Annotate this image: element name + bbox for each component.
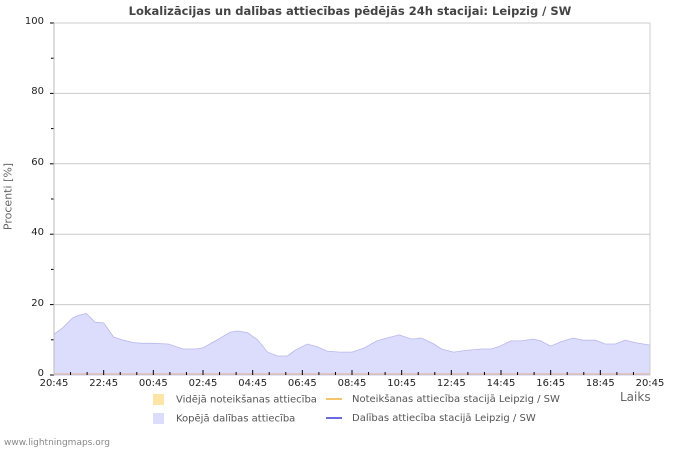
x-tick-label: 00:45 (138, 378, 168, 389)
y-tick-label: 60 (31, 156, 44, 168)
x-tick-label: 20:45 (39, 378, 69, 389)
footer-link[interactable]: www.lightningmaps.org (4, 438, 110, 448)
x-tick-label: 04:45 (238, 378, 268, 389)
y-tick-label: 40 (31, 227, 44, 239)
legend-swatch (153, 413, 164, 424)
chart-title: Lokalizācijas un dalības attiecības pēdē… (128, 4, 572, 18)
y-tick-label: 100 (24, 16, 44, 27)
legend-item-avg-detection: Vidējā noteikšanas attiecība (153, 394, 317, 406)
x-tick-label: 16:45 (536, 378, 566, 389)
x-tick-label: 06:45 (287, 378, 317, 389)
y-tick-label: 0 (37, 368, 44, 379)
x-tick-label: 10:45 (387, 378, 417, 389)
grid-lines (54, 22, 650, 306)
legend-line (326, 398, 342, 400)
y-tick-label: 20 (31, 297, 44, 309)
x-axis-label: Laiks (620, 390, 651, 404)
x-tick-label: 12:45 (436, 378, 466, 389)
x-tick-label: 18:45 (585, 378, 615, 389)
x-tick-label: 02:45 (188, 378, 218, 389)
legend-item-station-detection: Noteikšanas attiecība stacijā Leipzig / … (326, 394, 560, 405)
x-tick-label: 08:45 (337, 378, 367, 389)
y-tick-label: 80 (31, 86, 44, 98)
legend-swatch (153, 394, 164, 405)
tick-marks (50, 22, 634, 376)
x-tick-label: 14:45 (486, 378, 516, 389)
legend-item-station-participation: Dalības attiecība stacijā Leipzig / SW (326, 413, 536, 424)
x-tick-label: 20:45 (635, 378, 665, 389)
x-tick-label: 22:45 (89, 378, 119, 389)
legend-line (326, 417, 342, 419)
legend-item-total-participation: Kopējā dalības attiecība (153, 413, 295, 425)
participation-area (53, 312, 651, 376)
